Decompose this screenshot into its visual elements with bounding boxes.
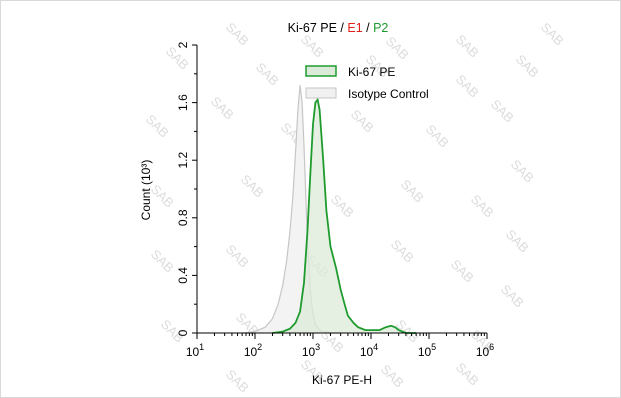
watermark-text: SAB: [453, 32, 482, 61]
watermark-text: SAB: [488, 97, 517, 126]
title-part: P2: [373, 21, 388, 35]
watermark-text: SAB: [328, 192, 357, 221]
watermark-text: SAB: [398, 177, 427, 206]
watermark-text: SAB: [423, 122, 452, 151]
watermark-text: SAB: [468, 192, 497, 221]
watermark-text: SAB: [223, 242, 252, 271]
watermark-text: SAB: [348, 107, 377, 136]
x-tick-label: 105: [418, 342, 436, 359]
watermark-text: SAB: [223, 20, 252, 49]
y-tick-label: 1.6: [176, 94, 190, 111]
x-tick-label: 103: [302, 342, 320, 359]
legend-label-isotype: Isotype Control: [348, 87, 429, 101]
title-part: /: [363, 21, 373, 35]
watermark-text: SAB: [143, 112, 172, 141]
title-part: /: [337, 21, 347, 35]
plot-area: 0 0.4 0.8 1.2 1.6 2 101 102 103 104 105 106: [176, 41, 494, 359]
y-tick-label: 1.2: [176, 152, 190, 169]
legend-label-ki67: Ki-67 PE: [348, 65, 395, 79]
y-axis-title: Count (10³): [139, 160, 153, 221]
watermark-text: SAB: [208, 94, 237, 123]
watermark-text: SAB: [538, 20, 567, 49]
y-tick-label: 0: [176, 329, 190, 336]
series-area-ki67: [272, 99, 417, 333]
legend-swatch-ki67: [305, 65, 337, 77]
x-axis-title: Ki-67 PE-H: [312, 373, 372, 387]
x-tick-label: 104: [360, 342, 378, 359]
legend: Ki-67 PE Isotype Control: [305, 65, 429, 101]
watermark-text: SAB: [383, 34, 412, 63]
watermark-text: SAB: [498, 282, 527, 311]
y-tick-label: 0.8: [176, 209, 190, 226]
y-tick-label: 0.4: [176, 267, 190, 284]
x-tick-label: 102: [244, 342, 262, 359]
watermark-text: SAB: [238, 172, 267, 201]
legend-swatch-isotype: [305, 87, 337, 99]
watermark-text: SAB: [513, 52, 542, 81]
watermark-text: SAB: [453, 360, 482, 389]
watermark-text: SAB: [378, 362, 407, 391]
watermark-text: SAB: [503, 227, 532, 256]
watermark-text: SAB: [148, 247, 177, 276]
watermark-text: SAB: [508, 157, 537, 186]
x-tick-label: 106: [476, 342, 494, 359]
chart-title: Ki-67 PE / E1 / P2: [288, 21, 389, 35]
watermark-text: SAB: [448, 257, 477, 286]
watermark-text: SAB: [253, 60, 282, 89]
x-tick-label: 101: [186, 342, 204, 359]
title-part: E1: [347, 21, 362, 35]
svg-text:Ki-67 PE / E1 / P2: Ki-67 PE / E1 / P2: [288, 21, 389, 35]
watermark-text: SAB: [388, 237, 417, 266]
watermark-text: SAB: [453, 72, 482, 101]
watermark-text: SAB: [223, 367, 252, 396]
watermark-text: SAB: [298, 32, 327, 61]
y-tick-label: 2: [176, 41, 190, 48]
title-part: Ki-67 PE: [288, 21, 337, 35]
series-line-ki67: [272, 97, 417, 334]
